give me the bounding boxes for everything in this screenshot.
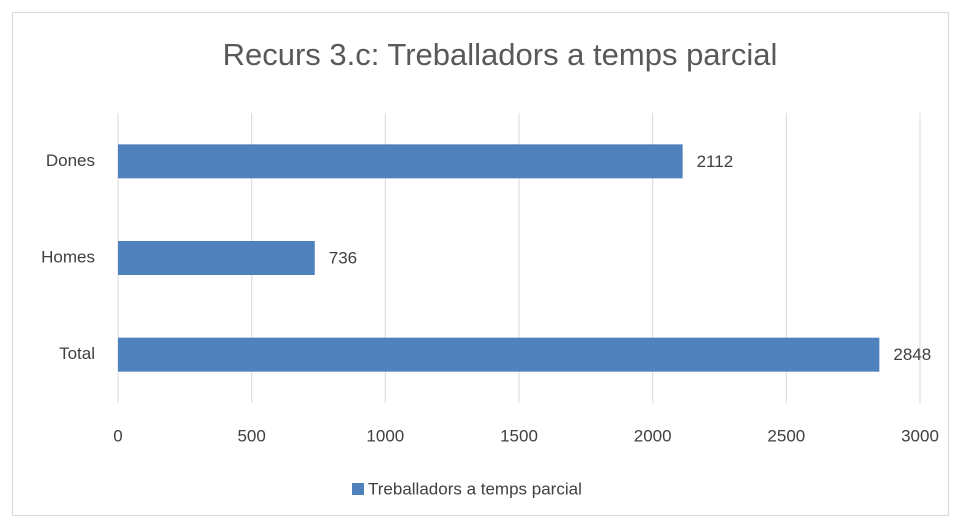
- x-tick-label: 2000: [634, 426, 672, 445]
- data-label: 2848: [893, 345, 931, 364]
- bar: [118, 144, 683, 179]
- y-tick-label: Dones: [46, 151, 95, 170]
- chart-title: Recurs 3.c: Treballadors a temps parcial: [223, 37, 778, 72]
- bar: [118, 337, 880, 372]
- x-tick-label: 1000: [366, 426, 404, 445]
- bar: [118, 241, 315, 275]
- data-label: 2112: [697, 152, 734, 171]
- x-tick-label: 500: [237, 426, 265, 445]
- x-tick-label: 3000: [901, 426, 939, 445]
- legend-swatch: [352, 483, 364, 495]
- x-tick-label: 0: [113, 426, 122, 445]
- y-tick-label: Total: [59, 344, 95, 363]
- x-tick-label: 1500: [500, 426, 538, 445]
- x-tick-label: 2500: [767, 426, 805, 445]
- legend-label: Treballadors a temps parcial: [368, 479, 582, 498]
- y-tick-label: Homes: [41, 247, 95, 266]
- data-label: 736: [329, 248, 357, 267]
